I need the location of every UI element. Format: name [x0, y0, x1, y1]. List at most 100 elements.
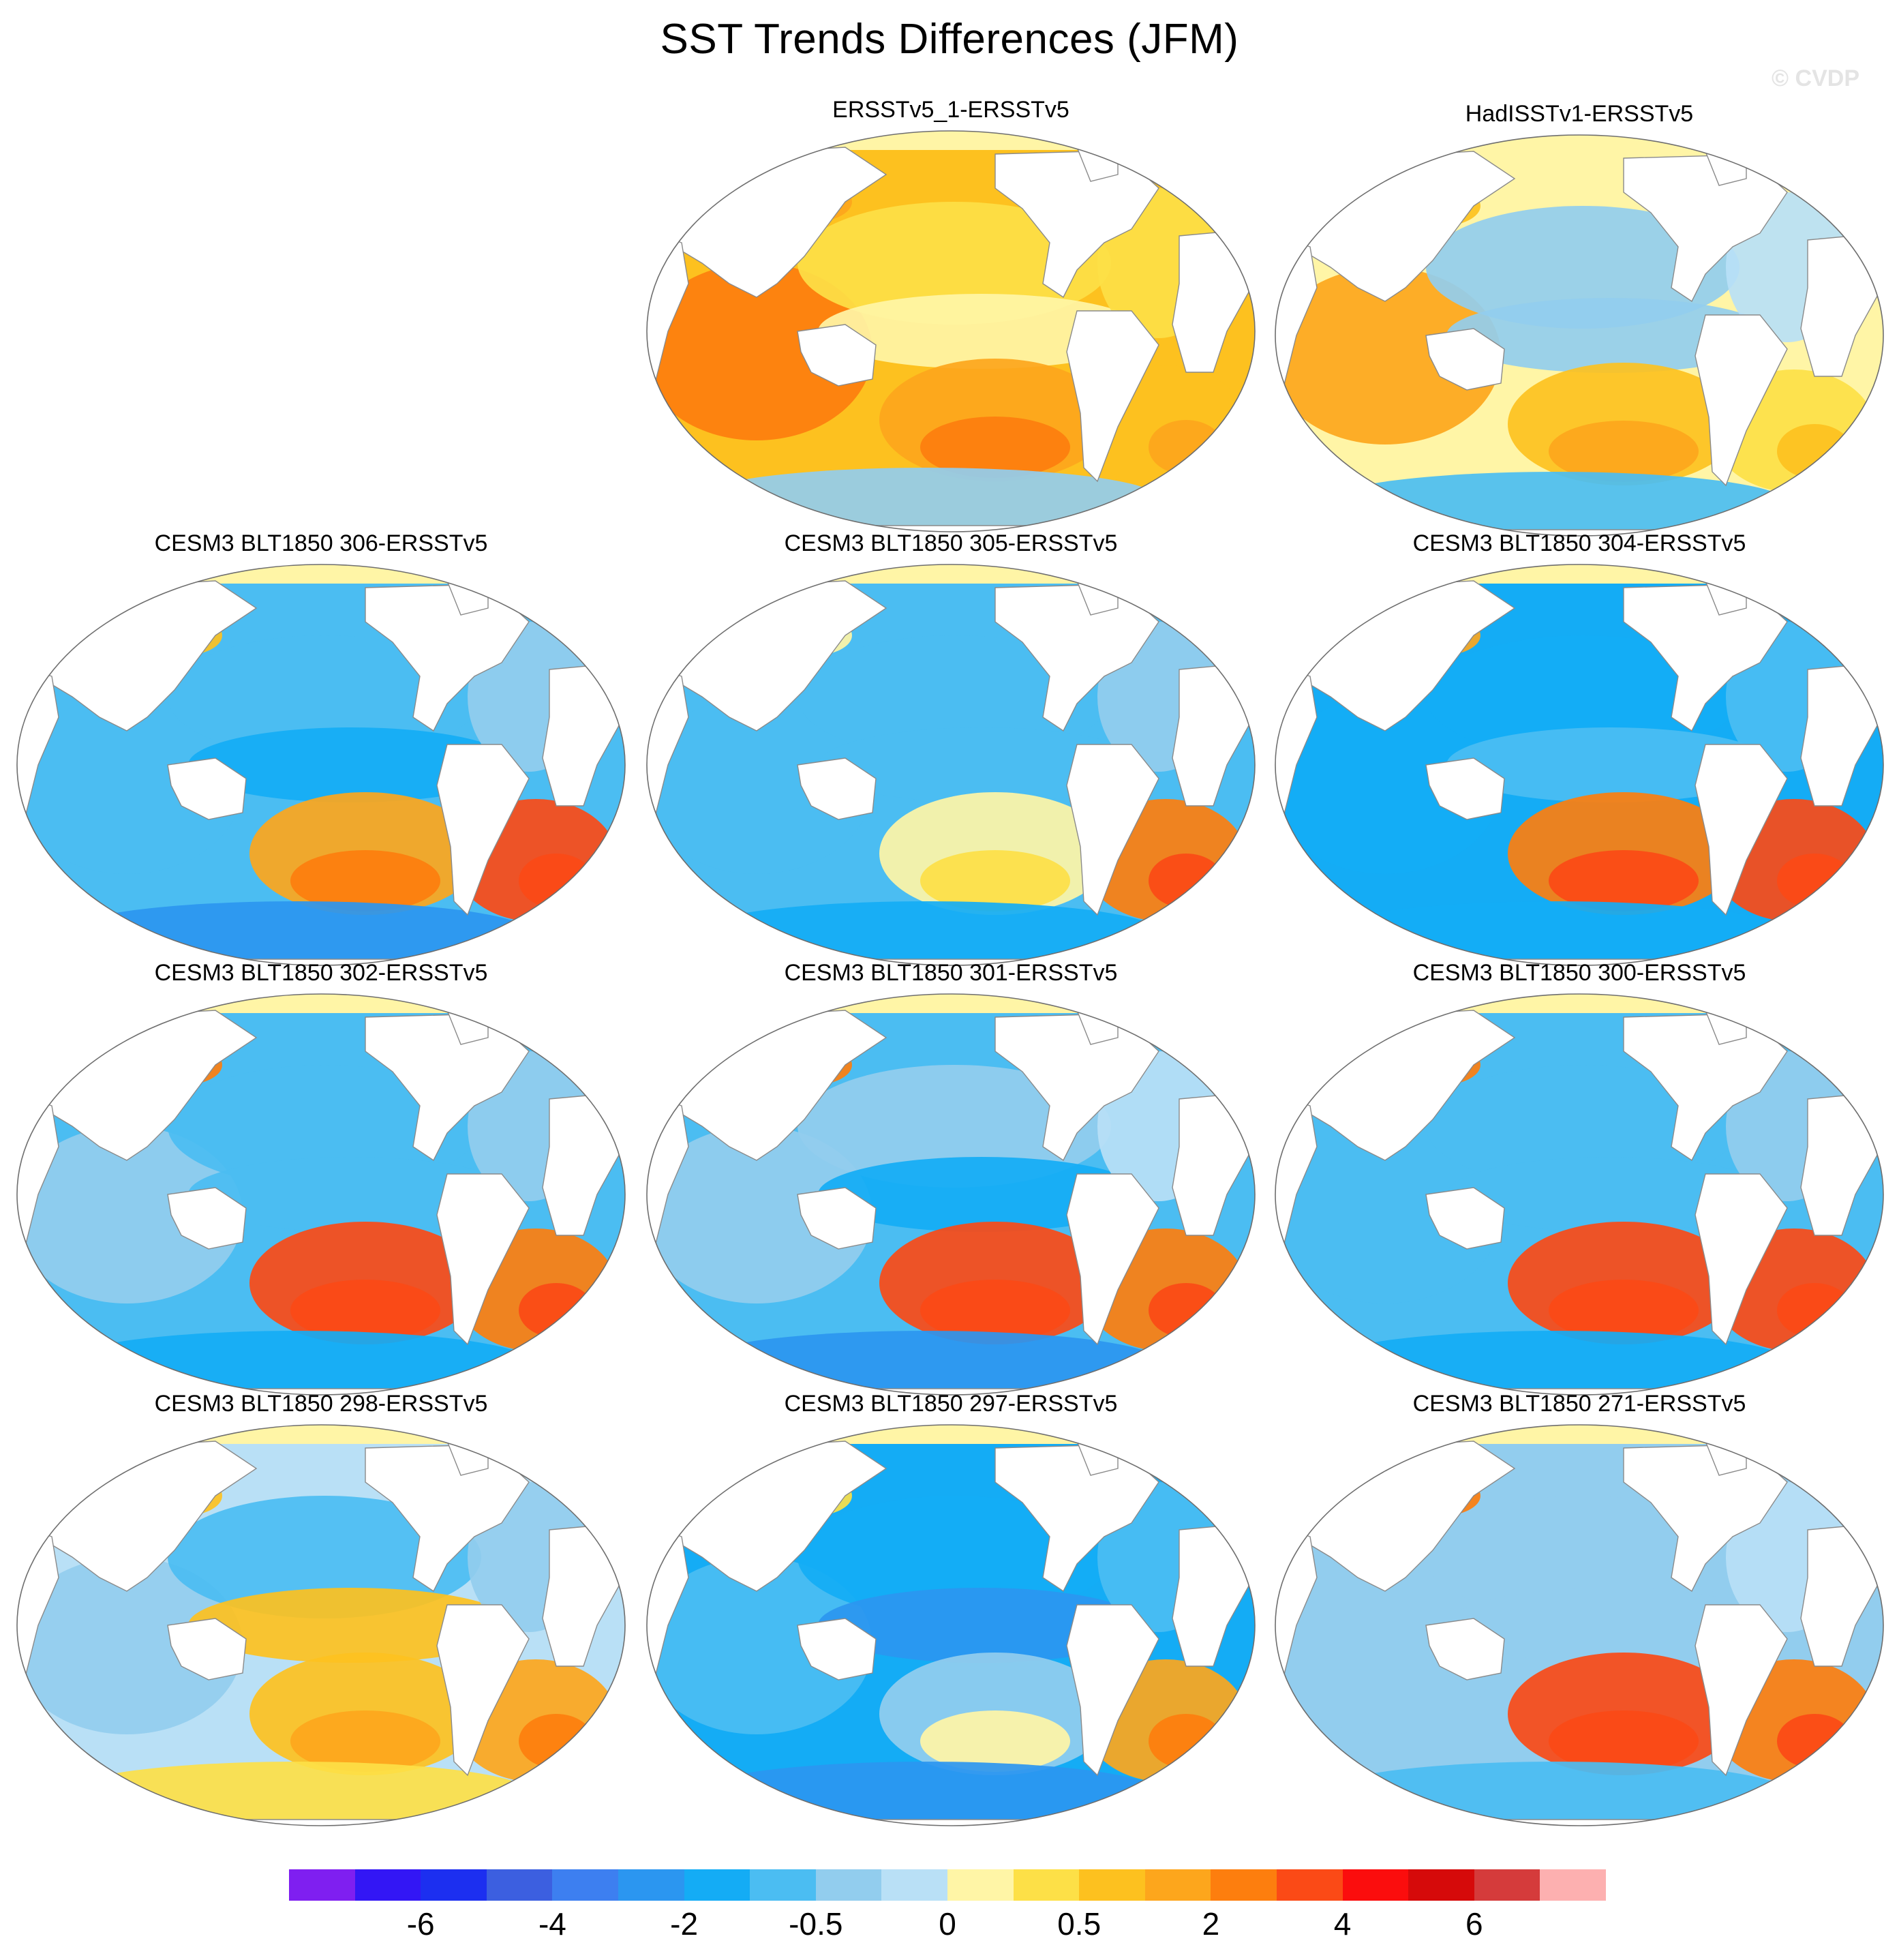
- arctic-band: [647, 1425, 1255, 1444]
- south-america-land: [1695, 744, 1788, 916]
- colorbar-tick-label: 0: [939, 1906, 956, 1942]
- sst-trend-map: [1275, 1424, 1884, 1826]
- arctic-band: [1275, 564, 1883, 584]
- indian-ocean-anomaly: [647, 263, 872, 440]
- southern-ocean-anomaly: [1324, 472, 1787, 533]
- north-america-land: [365, 1444, 530, 1593]
- map-panel: CESM3 BLT1850 297-ERSSTv5: [641, 1391, 1261, 1834]
- colorbar-swatch: [1540, 1869, 1606, 1901]
- arctic-band: [17, 1425, 625, 1444]
- colorbar-swatch: [1211, 1869, 1277, 1901]
- south-america-land: [1695, 1604, 1788, 1777]
- antarctica-land: [1275, 1819, 1883, 1826]
- panel-title: ERSSTv5_1-ERSSTv5: [832, 97, 1069, 123]
- arctic-band: [647, 131, 1255, 150]
- southern-ocean-anomaly: [695, 1331, 1159, 1392]
- south-atlantic-core: [519, 1283, 594, 1338]
- sst-trend-map: [1275, 564, 1884, 966]
- south-atlantic-core: [1149, 1714, 1224, 1768]
- map-panel: CESM3 BLT1850 298-ERSSTv5: [11, 1391, 631, 1834]
- tropical-pacific-anomaly: [818, 1588, 1145, 1663]
- south-pacific-core: [1549, 421, 1699, 482]
- sst-trend-map: [16, 564, 626, 966]
- australia-land: [1425, 757, 1505, 820]
- south-atlantic-core: [519, 1714, 594, 1768]
- colorbar-tick-label: -0.5: [789, 1906, 843, 1942]
- colorbar-tick-label: 0.5: [1057, 1906, 1102, 1942]
- map-border: [646, 993, 1256, 1396]
- tropical-pacific-anomaly: [188, 1157, 515, 1232]
- colorbar-swatch: [947, 1869, 1014, 1901]
- north-america-land: [1623, 1444, 1788, 1593]
- north-pacific-anomaly: [797, 635, 1111, 758]
- panel-title: CESM3 BLT1850 301-ERSSTv5: [784, 960, 1118, 986]
- north-pacific-anomaly: [1426, 1496, 1740, 1618]
- north-pacific-anomaly: [797, 202, 1111, 325]
- australia-land: [167, 1618, 247, 1680]
- indian-ocean-anomaly: [647, 1126, 872, 1303]
- indian-ocean-anomaly: [17, 697, 243, 874]
- arctic-band: [1275, 1425, 1883, 1444]
- panel-title: CESM3 BLT1850 271-ERSSTv5: [1412, 1391, 1746, 1417]
- colorbar-ticks: -6 -4 -2 -0.5 0 0.5 2 4 6: [289, 1905, 1606, 1946]
- sst-trend-map: [16, 993, 626, 1396]
- australia-land: [167, 757, 247, 820]
- north-pacific-anomaly: [168, 635, 481, 758]
- arctic-band: [1275, 994, 1883, 1013]
- arctic-band: [17, 564, 625, 584]
- map-panel: CESM3 BLT1850 306-ERSSTv5: [11, 530, 631, 974]
- colorbar-swatch: [1144, 1869, 1211, 1901]
- sst-trend-map: [646, 130, 1256, 532]
- arctic-band: [647, 994, 1255, 1013]
- colorbar-tick-label: -2: [670, 1906, 699, 1942]
- southern-ocean-anomaly: [65, 901, 529, 963]
- colorbar-swatch: [750, 1869, 816, 1901]
- colorbar-swatch: [1276, 1869, 1343, 1901]
- south-america-land: [1066, 310, 1159, 483]
- map-panel: CESM3 BLT1850 302-ERSSTv5: [11, 960, 631, 1403]
- south-pacific-core: [1549, 850, 1699, 911]
- south-pacific-core: [920, 1710, 1070, 1772]
- south-pacific-core: [290, 1280, 440, 1341]
- australia-land: [167, 1187, 247, 1250]
- map-panel: CESM3 BLT1850 301-ERSSTv5: [641, 960, 1261, 1403]
- tropical-pacific-anomaly: [1446, 1588, 1774, 1663]
- australia-land: [797, 324, 877, 387]
- indian-ocean-anomaly: [17, 1126, 243, 1303]
- map-panel: ERSSTv5_1-ERSSTv5: [641, 97, 1261, 540]
- panel-title: CESM3 BLT1850 300-ERSSTv5: [1412, 960, 1746, 986]
- south-atlantic-core: [1777, 1714, 1852, 1768]
- southern-ocean-anomaly: [1324, 1762, 1787, 1823]
- north-america-land: [994, 1013, 1159, 1162]
- australia-land: [1425, 1187, 1505, 1250]
- panel-title: CESM3 BLT1850 297-ERSSTv5: [784, 1391, 1118, 1417]
- south-atlantic-core: [519, 854, 594, 908]
- south-pacific-core: [920, 850, 1070, 911]
- antarctica-land: [17, 1819, 625, 1826]
- sst-trend-map: [1275, 134, 1884, 537]
- cvdp-credit: © CVDP: [1772, 65, 1859, 91]
- north-america-land: [1623, 1013, 1788, 1162]
- panel-title: HadISSTv1-ERSSTv5: [1465, 101, 1694, 127]
- north-pacific-anomaly: [1426, 1065, 1740, 1188]
- south-atlantic-core: [1777, 424, 1852, 479]
- australia-land: [797, 1187, 877, 1250]
- australia-land: [1425, 328, 1505, 391]
- south-atlantic-core: [1149, 854, 1224, 908]
- arctic-band: [17, 994, 625, 1013]
- colorbar-tick-label: -4: [538, 1906, 566, 1942]
- tropical-pacific-anomaly: [1446, 298, 1774, 373]
- north-pacific-anomaly: [797, 1065, 1111, 1188]
- colorbar-tick-label: 6: [1465, 1906, 1483, 1942]
- tropical-pacific-anomaly: [818, 1157, 1145, 1232]
- map-panel: HadISSTv1-ERSSTv5: [1269, 101, 1889, 544]
- colorbar-swatch: [815, 1869, 882, 1901]
- map-border: [646, 564, 1256, 966]
- map-border: [646, 1424, 1256, 1826]
- tropical-pacific-anomaly: [818, 727, 1145, 802]
- colorbar-swatch: [1342, 1869, 1409, 1901]
- sst-trend-map: [646, 564, 1256, 966]
- north-pacific-anomaly: [797, 1496, 1111, 1618]
- map-border: [646, 130, 1256, 532]
- tropical-pacific-anomaly: [1446, 1157, 1774, 1232]
